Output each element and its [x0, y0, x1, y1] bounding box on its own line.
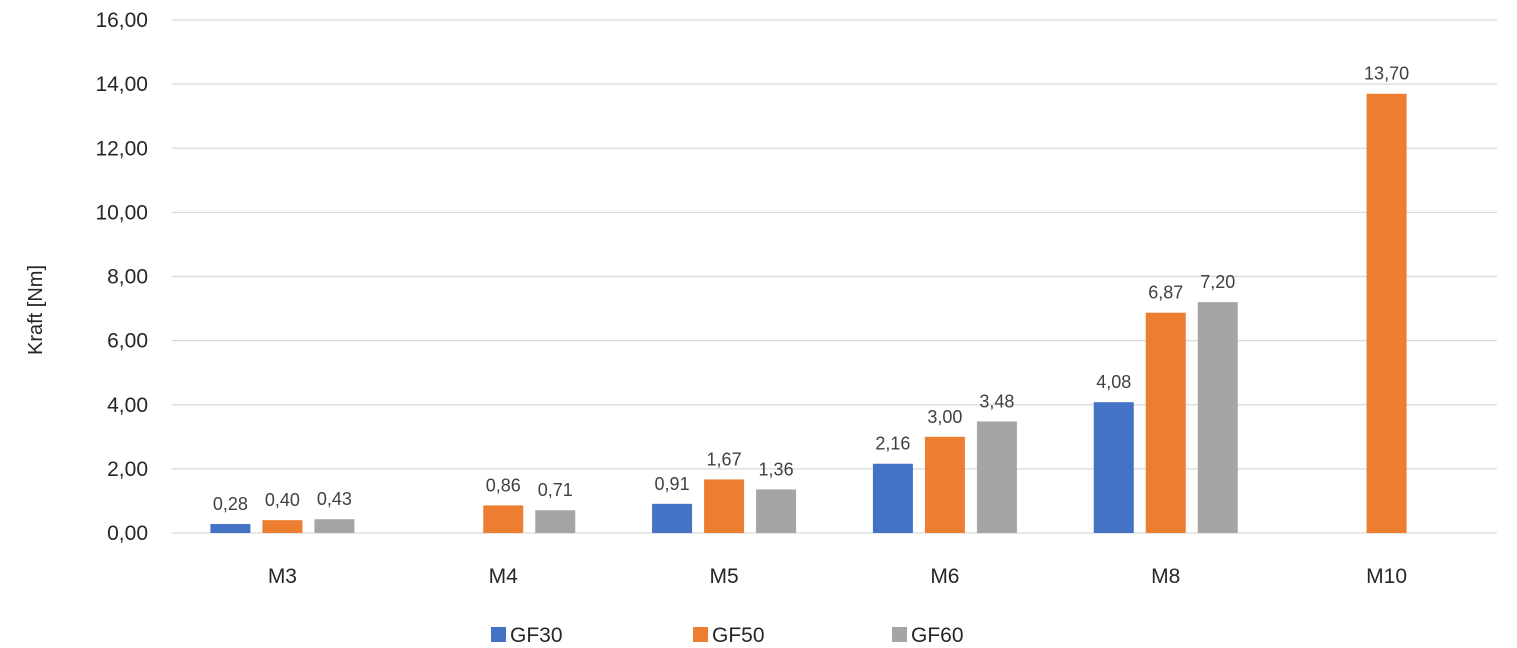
- data-labels: 0,28 0,40 0,43 0,86 0,71 0,91 1,67 1,36 2,16 3,00…: [213, 64, 1409, 514]
- data-label: 13,70: [1364, 64, 1409, 84]
- data-label: 0,91: [655, 474, 690, 494]
- y-axis-title: Kraft [Nm]: [25, 265, 47, 355]
- data-label: 3,48: [979, 391, 1014, 411]
- data-label: 0,43: [317, 489, 352, 509]
- bar-gf30-m8: [1093, 402, 1134, 533]
- gridlines: [172, 19, 1497, 534]
- bar-gf30-m6: [872, 463, 913, 533]
- y-tick-label: 2,00: [107, 458, 148, 481]
- legend-swatch-gf30: [491, 627, 506, 642]
- data-label: 7,20: [1200, 272, 1235, 292]
- bar-gf60-m5: [756, 489, 797, 533]
- bar-gf60-m6: [976, 421, 1017, 533]
- x-axis-categories: M3 M4 M5 M6 M8 M10: [268, 565, 1407, 588]
- x-category-label: M5: [709, 565, 738, 588]
- y-axis-ticks: 0,00 2,00 4,00 6,00 8,00 10,00 12,00 14,00 16,00: [95, 9, 148, 545]
- x-category-label: M4: [489, 565, 518, 588]
- bar-gf60-m3: [314, 519, 355, 533]
- legend-label: GF50: [712, 624, 765, 647]
- data-label: 0,71: [538, 480, 573, 500]
- x-category-label: M6: [930, 565, 959, 588]
- data-label: 3,00: [927, 407, 962, 427]
- bar-gf30-m3: [210, 524, 251, 533]
- bar-gf50-m5: [704, 479, 745, 533]
- bar-gf30-m5: [652, 503, 693, 533]
- legend-label: GF60: [911, 624, 964, 647]
- legend: GF30 GF50 GF60: [491, 624, 964, 647]
- legend-swatch-gf50: [693, 627, 708, 642]
- data-label: 1,36: [759, 459, 794, 479]
- legend-swatch-gf60: [892, 627, 907, 642]
- x-category-label: M10: [1366, 565, 1407, 588]
- bar-gf50-m3: [262, 520, 303, 533]
- bar-gf50-m4: [483, 505, 524, 533]
- y-tick-label: 12,00: [95, 137, 148, 160]
- legend-label: GF30: [510, 624, 563, 647]
- y-tick-label: 8,00: [107, 266, 148, 289]
- bar-gf50-m6: [924, 436, 965, 533]
- bar-gf60-m8: [1197, 302, 1238, 533]
- bar-gf50-m10: [1366, 93, 1407, 534]
- y-tick-label: 0,00: [107, 522, 148, 545]
- bar-gf50-m8: [1145, 312, 1186, 533]
- y-tick-label: 6,00: [107, 330, 148, 353]
- data-label: 0,86: [486, 475, 521, 495]
- data-label: 0,28: [213, 494, 248, 514]
- data-label: 0,40: [265, 490, 300, 510]
- x-category-label: M8: [1151, 565, 1180, 588]
- bars: [210, 93, 1407, 534]
- data-label: 4,08: [1096, 372, 1131, 392]
- data-label: 6,87: [1148, 283, 1183, 303]
- y-tick-label: 16,00: [95, 9, 148, 32]
- data-label: 1,67: [707, 449, 742, 469]
- data-label: 2,16: [875, 434, 910, 454]
- y-tick-label: 14,00: [95, 73, 148, 96]
- x-category-label: M3: [268, 565, 297, 588]
- y-tick-label: 10,00: [95, 201, 148, 224]
- bar-gf60-m4: [535, 510, 576, 533]
- y-tick-label: 4,00: [107, 394, 148, 417]
